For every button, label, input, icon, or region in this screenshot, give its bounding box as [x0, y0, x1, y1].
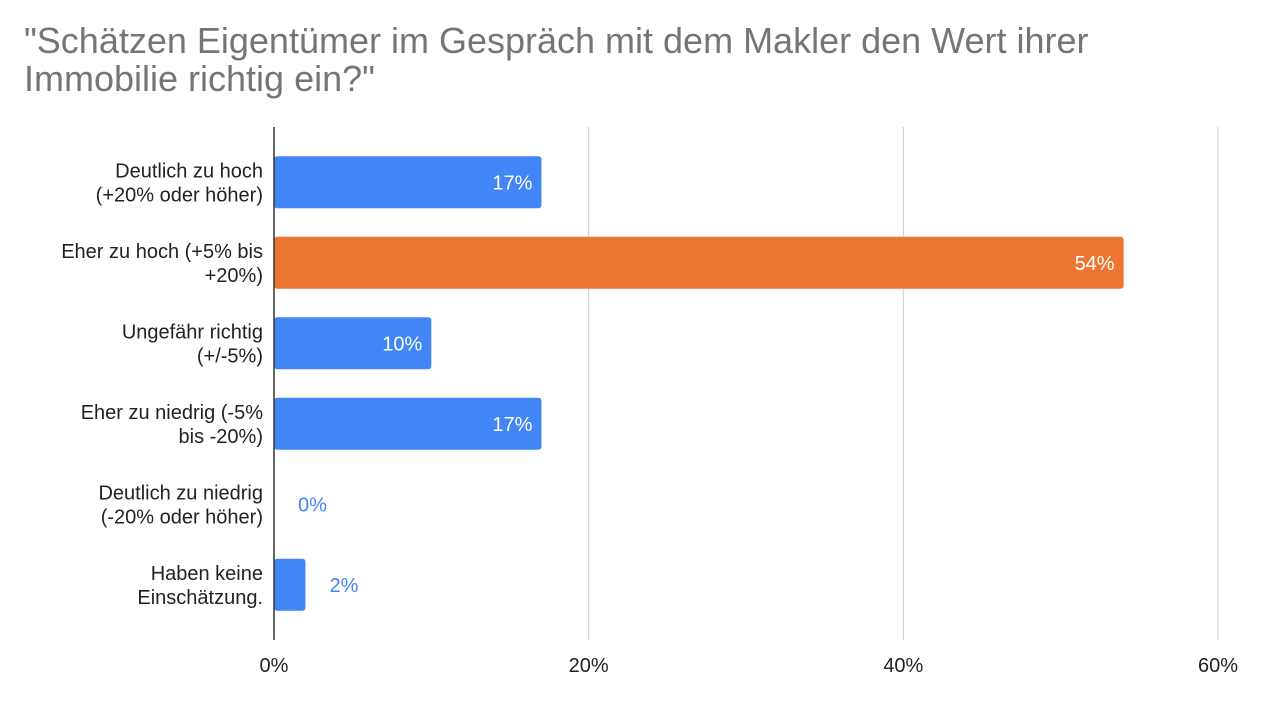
data-label: 0% [298, 494, 327, 516]
category-label: Eher zu hoch (+5% bis [61, 241, 263, 263]
data-label: 54% [1075, 253, 1115, 275]
category-label: Deutlich zu niedrig [98, 482, 263, 504]
x-tick-label: 40% [883, 655, 923, 677]
x-tick-label: 60% [1198, 655, 1238, 677]
data-label: 2% [329, 575, 358, 597]
x-tick-label: 20% [569, 655, 609, 677]
category-label: Ungefähr richtig [122, 321, 263, 343]
bar [274, 397, 542, 450]
data-label: 17% [492, 414, 532, 436]
x-tick-label: 0% [260, 655, 289, 677]
category-label: Eher zu niedrig (-5% [81, 402, 264, 424]
data-label: 10% [382, 333, 422, 355]
bar [274, 236, 1124, 289]
category-label: (+20% oder höher) [96, 184, 263, 206]
category-label: +20%) [205, 265, 263, 287]
data-label: 17% [492, 172, 532, 194]
bar [274, 317, 432, 370]
bar [274, 156, 542, 209]
category-label: Einschätzung. [137, 587, 263, 609]
category-label: Haben keine [151, 563, 263, 585]
chart-title: "Schätzen Eigentümer im Gespräch mit dem… [24, 20, 1089, 99]
bar [274, 558, 306, 611]
category-label: (-20% oder höher) [101, 506, 263, 528]
category-label: Deutlich zu hoch [115, 160, 263, 182]
category-label: bis -20%) [179, 426, 263, 448]
category-label: (+/-5%) [197, 345, 263, 367]
